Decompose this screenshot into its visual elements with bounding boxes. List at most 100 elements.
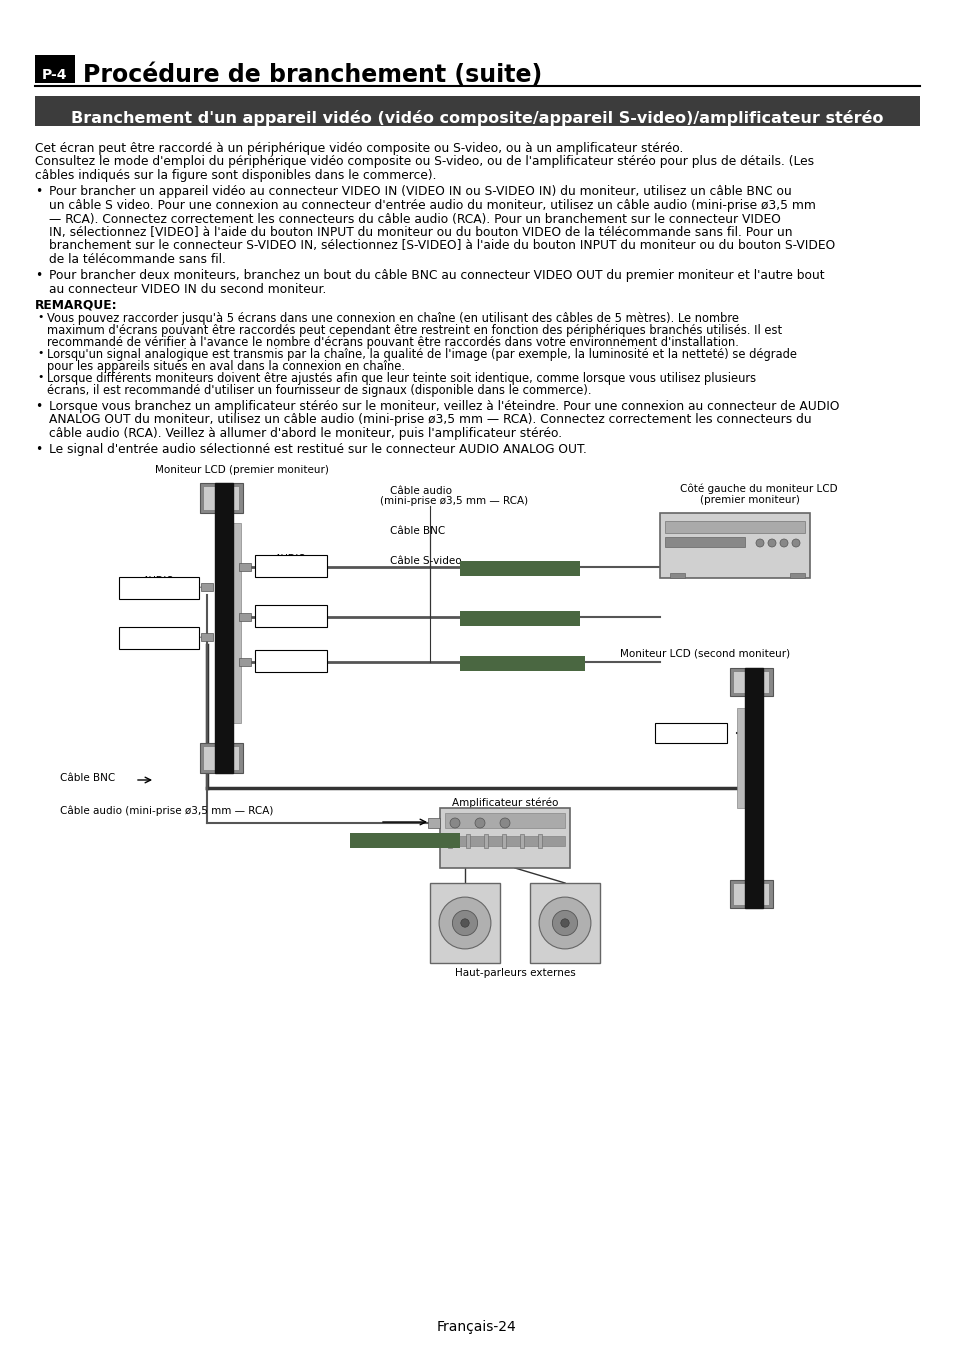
Bar (669, 572, 684, 578)
Bar (350, 833, 459, 848)
Text: •: • (37, 348, 43, 358)
Text: ANALOG OUT du moniteur, utilisez un câble audio (mini-prise ø3,5 mm — RCA). Conn: ANALOG OUT du moniteur, utilisez un câbl… (49, 413, 811, 427)
Text: S-VIDEO IN: S-VIDEO IN (264, 656, 317, 666)
Text: un câble S video. Pour une connexion au connecteur d'entrée audio du moniteur, u: un câble S video. Pour une connexion au … (49, 198, 815, 212)
Text: •: • (37, 373, 43, 382)
Bar (239, 613, 251, 621)
Bar (444, 836, 564, 846)
Circle shape (475, 818, 484, 828)
Circle shape (438, 898, 491, 949)
Text: branchement sur le connecteur S-VIDEO IN, sélectionnez [S-VIDEO] à l'aide du bou: branchement sur le connecteur S-VIDEO IN… (49, 239, 835, 252)
Circle shape (791, 539, 800, 547)
Text: VIDEO IN: VIDEO IN (668, 728, 713, 738)
Text: Vers la sortie S-video: Vers la sortie S-video (463, 659, 580, 668)
Text: •: • (35, 270, 42, 282)
Bar (664, 537, 744, 547)
Circle shape (452, 910, 477, 936)
Text: VIDEO OUT: VIDEO OUT (132, 633, 186, 643)
Text: Lorsque vous branchez un amplificateur stéréo sur le moniteur, veillez à l'étein: Lorsque vous branchez un amplificateur s… (49, 400, 839, 413)
Bar (448, 834, 452, 848)
Text: •: • (35, 444, 42, 456)
Bar (233, 522, 241, 724)
Circle shape (552, 910, 577, 936)
Text: Vers l'entrée audio: Vers l'entrée audio (353, 836, 456, 845)
Text: Câble audio (mini-prise ø3,5 mm — RCA): Câble audio (mini-prise ø3,5 mm — RCA) (60, 805, 274, 815)
Bar (729, 880, 772, 909)
Text: ANALOG IN: ANALOG IN (264, 568, 317, 578)
Text: (premier moniteur): (premier moniteur) (700, 495, 799, 505)
Bar (239, 563, 251, 571)
Circle shape (767, 539, 775, 547)
Text: AUDIO: AUDIO (143, 576, 174, 586)
Circle shape (460, 919, 469, 927)
Text: Procédure de branchement (suite): Procédure de branchement (suite) (83, 63, 541, 86)
Text: AUDIO: AUDIO (274, 554, 307, 564)
Bar (659, 513, 809, 578)
Text: Pour brancher deux moniteurs, branchez un bout du câble BNC au connecteur VIDEO : Pour brancher deux moniteurs, branchez u… (49, 270, 823, 282)
Text: Branchement d'un appareil vidéo (vidéo composite/appareil S-video)/amplificateur: Branchement d'un appareil vidéo (vidéo c… (71, 109, 882, 126)
Bar (214, 483, 233, 774)
Bar (200, 483, 243, 513)
Text: Câble S-video: Câble S-video (390, 556, 461, 566)
Bar (550, 657, 558, 666)
Text: Cet écran peut être raccordé à un périphérique vidéo composite ou S-video, ou à : Cet écran peut être raccordé à un périph… (35, 142, 682, 155)
Bar (465, 834, 470, 848)
Text: Haut-parleurs externes: Haut-parleurs externes (455, 968, 575, 977)
Text: •: • (35, 185, 42, 198)
Bar (729, 668, 772, 697)
Circle shape (755, 539, 763, 547)
Bar (439, 809, 569, 868)
Bar (203, 747, 239, 769)
Bar (119, 576, 199, 599)
Text: Moniteur LCD (second moniteur): Moniteur LCD (second moniteur) (619, 648, 789, 657)
Bar (732, 671, 768, 693)
Bar (530, 883, 599, 963)
Text: P-4: P-4 (42, 68, 68, 82)
Text: Lorsque différents moniteurs doivent être ajustés afin que leur teinte soit iden: Lorsque différents moniteurs doivent êtr… (47, 373, 756, 385)
Bar (519, 834, 523, 848)
Bar (501, 834, 505, 848)
Text: Lorsqu'un signal analogique est transmis par la chaîne, la qualité de l'image (p: Lorsqu'un signal analogique est transmis… (47, 348, 796, 360)
Circle shape (780, 539, 787, 547)
Bar (459, 612, 579, 626)
Text: (mini-prise ø3,5 mm — RCA): (mini-prise ø3,5 mm — RCA) (379, 495, 528, 506)
Text: IN, sélectionnez [VIDEO] à l'aide du bouton INPUT du moniteur ou du bouton VIDEO: IN, sélectionnez [VIDEO] à l'aide du bou… (49, 225, 792, 239)
Text: Pour brancher un appareil vidéo au connecteur VIDEO IN (VIDEO IN ou S-VIDEO IN) : Pour brancher un appareil vidéo au conne… (49, 185, 791, 198)
Bar (459, 562, 579, 576)
Bar (459, 656, 584, 671)
Text: Vers la sortie vidéo: Vers la sortie vidéo (466, 613, 573, 624)
Text: Le signal d'entrée audio sélectionné est restitué sur le connecteur AUDIO ANALOG: Le signal d'entrée audio sélectionné est… (49, 444, 586, 456)
Bar (550, 563, 558, 571)
Text: câble audio (RCA). Veillez à allumer d'abord le moniteur, puis l'amplificateur s: câble audio (RCA). Veillez à allumer d'a… (49, 427, 561, 440)
Text: Français-24: Français-24 (436, 1320, 517, 1334)
Circle shape (499, 818, 510, 828)
Bar (203, 486, 239, 510)
Bar (483, 834, 488, 848)
Text: Vers la sortie audio: Vers la sortie audio (466, 563, 573, 574)
Text: Moniteur LCD (premier moniteur): Moniteur LCD (premier moniteur) (154, 464, 329, 475)
Text: REMARQUE:: REMARQUE: (35, 298, 117, 312)
Text: •: • (35, 400, 42, 413)
Bar (35, 55, 75, 82)
Text: Amplificateur stéréo: Amplificateur stéréo (452, 798, 558, 809)
Bar (254, 555, 327, 576)
Text: Câble BNC: Câble BNC (60, 774, 115, 783)
Bar (789, 572, 804, 578)
Text: recommandé de vérifier à l'avance le nombre d'écrans pouvant être raccordés dans: recommandé de vérifier à l'avance le nom… (47, 336, 739, 350)
Text: ANALOG OUT: ANALOG OUT (127, 590, 192, 599)
Bar (35, 96, 919, 126)
Text: pour les appareils situés en aval dans la connexion en chaîne.: pour les appareils situés en aval dans l… (47, 360, 405, 373)
Text: •: • (37, 312, 43, 323)
Text: de la télécommande sans fil.: de la télécommande sans fil. (49, 252, 226, 266)
Bar (200, 743, 243, 774)
Bar (664, 521, 804, 533)
Text: au connecteur VIDEO IN du second moniteur.: au connecteur VIDEO IN du second moniteu… (49, 284, 326, 296)
Bar (655, 724, 726, 742)
Circle shape (538, 898, 590, 949)
Text: maximum d'écrans pouvant être raccordés peut cependant être restreint en fonctio: maximum d'écrans pouvant être raccordés … (47, 324, 781, 338)
Text: Câble BNC: Câble BNC (390, 526, 445, 536)
Bar (119, 626, 199, 649)
Bar (254, 605, 327, 626)
Bar (430, 883, 499, 963)
Text: Consultez le mode d'emploi du périphérique vidéo composite ou S-video, ou de l'a: Consultez le mode d'emploi du périphériq… (35, 155, 813, 169)
